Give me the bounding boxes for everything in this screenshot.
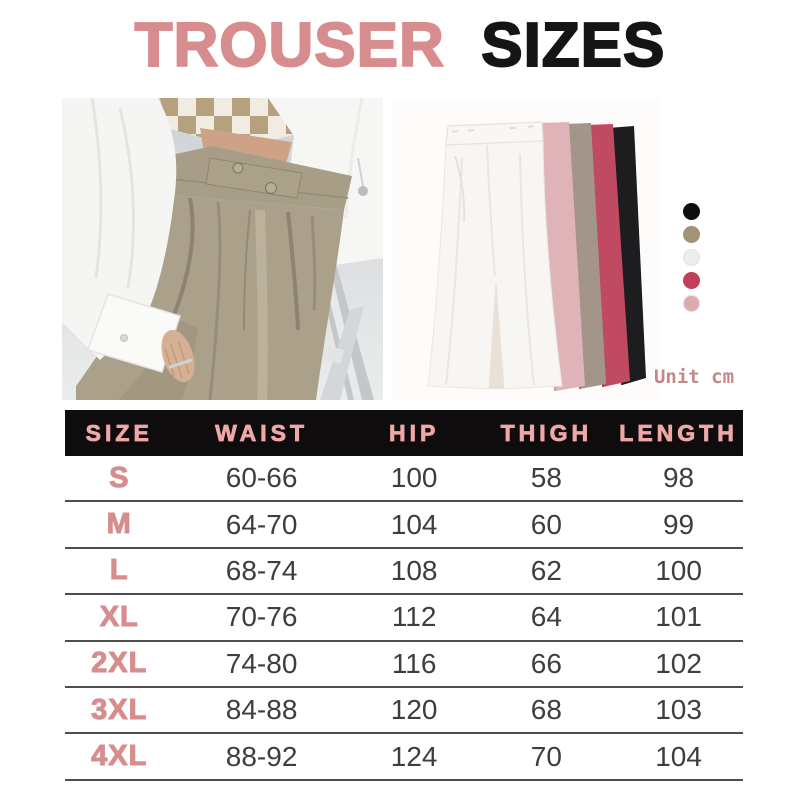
table-row-l: L 68-74 108 62 100 bbox=[65, 549, 743, 596]
waist-value: 70-76 bbox=[225, 601, 298, 633]
color-swatches bbox=[683, 203, 700, 312]
size-table-header: SIZE WAIST HIP THIGH LENGTH bbox=[65, 410, 743, 456]
hip-value: 120 bbox=[390, 694, 438, 726]
waist-value: 64-70 bbox=[225, 508, 298, 540]
size-table: SIZE WAIST HIP THIGH LENGTH S 60-66 100 … bbox=[65, 410, 743, 781]
unit-label: Unit cm bbox=[653, 366, 735, 388]
col-header-length: LENGTH bbox=[619, 419, 738, 446]
page-title-sizes: SIZES bbox=[480, 10, 666, 81]
waist-value: 74-80 bbox=[225, 647, 298, 679]
thigh-value: 68 bbox=[530, 694, 562, 726]
col-header-thigh: THIGH bbox=[500, 419, 593, 446]
thigh-value: 58 bbox=[530, 462, 562, 494]
size-label: 4XL bbox=[91, 740, 148, 773]
page-title-trouser: TROUSER bbox=[134, 10, 445, 81]
swatch-rose bbox=[683, 272, 700, 289]
thigh-value: 60 bbox=[530, 508, 562, 540]
hip-value: 104 bbox=[390, 508, 438, 540]
col-header-waist: WAIST bbox=[215, 419, 309, 446]
thigh-value: 64 bbox=[530, 601, 562, 633]
length-value: 102 bbox=[655, 647, 702, 679]
swatch-black bbox=[683, 203, 700, 220]
table-row-4xl: 4XL 88-92 124 70 104 bbox=[65, 734, 743, 781]
col-header-size: SIZE bbox=[85, 419, 153, 446]
length-value: 98 bbox=[662, 462, 695, 494]
length-value: 104 bbox=[655, 740, 702, 772]
waist-value: 84-88 bbox=[225, 694, 298, 726]
side-pocket-seam bbox=[454, 155, 466, 223]
model-photo-illustration bbox=[62, 98, 383, 400]
hip-value: 124 bbox=[390, 740, 438, 772]
page-title: TROUSER SIZES bbox=[0, 10, 800, 82]
trousers-lineup-photo bbox=[392, 98, 660, 400]
size-label: M bbox=[106, 508, 132, 541]
table-row-m: M 64-70 104 60 99 bbox=[65, 502, 743, 549]
swatch-khaki bbox=[683, 226, 700, 243]
swatch-blush-pink bbox=[683, 295, 700, 312]
swatch-off-white bbox=[683, 249, 700, 266]
size-label: L bbox=[109, 554, 129, 587]
col-header-hip: HIP bbox=[388, 419, 440, 446]
size-label: S bbox=[109, 461, 130, 494]
hip-value: 112 bbox=[391, 601, 437, 633]
length-value: 103 bbox=[655, 694, 702, 726]
waist-skin bbox=[200, 128, 292, 164]
length-value: 101 bbox=[655, 601, 702, 633]
model-photo bbox=[62, 98, 383, 400]
thigh-value: 70 bbox=[530, 740, 562, 772]
left-shirt-sleeve bbox=[62, 98, 195, 383]
length-value: 100 bbox=[655, 554, 702, 586]
hip-value: 100 bbox=[390, 462, 438, 494]
waist-value: 60-66 bbox=[225, 462, 298, 494]
table-row-xl: XL 70-76 112 64 101 bbox=[65, 595, 743, 642]
trousers-lineup-illustration bbox=[392, 98, 660, 400]
table-row-2xl: 2XL 74-80 116 66 102 bbox=[65, 642, 743, 688]
ring bbox=[168, 358, 193, 369]
white-trousers bbox=[427, 121, 563, 390]
hip-value: 108 bbox=[390, 554, 438, 586]
table-row-3xl: 3XL 84-88 120 68 103 bbox=[65, 688, 743, 735]
waist-value: 68-74 bbox=[225, 554, 298, 586]
size-label: XL bbox=[99, 600, 139, 633]
size-label: 2XL bbox=[91, 647, 148, 680]
size-label: 3XL bbox=[91, 693, 148, 726]
thigh-value: 66 bbox=[530, 647, 562, 679]
table-row-s: S 60-66 100 58 98 bbox=[65, 456, 743, 503]
length-value: 99 bbox=[662, 508, 695, 540]
waist-value: 88-92 bbox=[225, 740, 298, 772]
thigh-value: 62 bbox=[530, 554, 562, 586]
cuff-button bbox=[120, 334, 128, 342]
drawstring-toggle bbox=[358, 186, 368, 196]
hip-value: 116 bbox=[391, 647, 437, 679]
